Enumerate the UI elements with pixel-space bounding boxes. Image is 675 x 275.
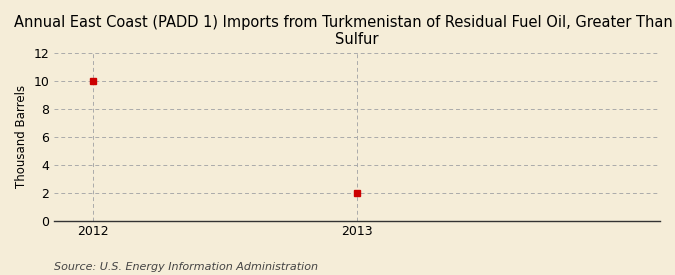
Y-axis label: Thousand Barrels: Thousand Barrels — [15, 85, 28, 188]
Title: Annual East Coast (PADD 1) Imports from Turkmenistan of Residual Fuel Oil, Great: Annual East Coast (PADD 1) Imports from … — [14, 15, 675, 47]
Text: Source: U.S. Energy Information Administration: Source: U.S. Energy Information Administ… — [54, 262, 318, 272]
